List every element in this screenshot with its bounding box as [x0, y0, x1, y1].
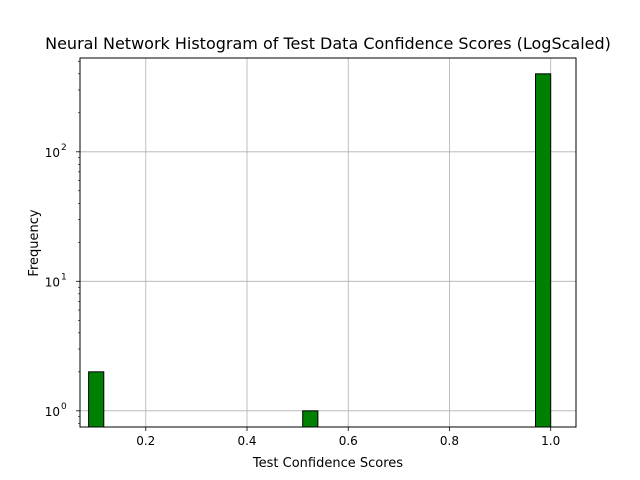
histogram-bar	[302, 410, 319, 428]
y-tick-label: 10	[45, 405, 60, 419]
x-tick-label: 0.2	[136, 434, 155, 448]
y-tick-label-base: 10	[45, 146, 60, 160]
x-tick-label: 0.6	[339, 434, 358, 448]
y-tick-label-base: 10	[45, 405, 60, 419]
grid-lines	[80, 58, 576, 427]
x-tick-label: 1.0	[541, 434, 560, 448]
y-tick-label-exponent: 0	[61, 402, 67, 412]
y-tick-label: 10	[45, 146, 60, 160]
y-tick-label-exponent: 1	[61, 272, 67, 282]
y-tick-label-exponent: 2	[61, 143, 67, 153]
x-tick-label: 0.4	[237, 434, 256, 448]
y-tick-label-base: 10	[45, 275, 60, 289]
histogram-bar	[535, 73, 552, 428]
histogram-bar	[88, 371, 105, 428]
y-tick-label: 10	[45, 275, 60, 289]
y-axis-label: Frequency	[27, 209, 42, 276]
chart-title: Neural Network Histogram of Test Data Co…	[45, 34, 611, 53]
x-tick-label: 0.8	[440, 434, 459, 448]
x-axis-ticks: 0.2 0.4 0.6 0.8 1.0	[136, 427, 560, 448]
x-axis-label: Test Confidence Scores	[252, 456, 403, 471]
